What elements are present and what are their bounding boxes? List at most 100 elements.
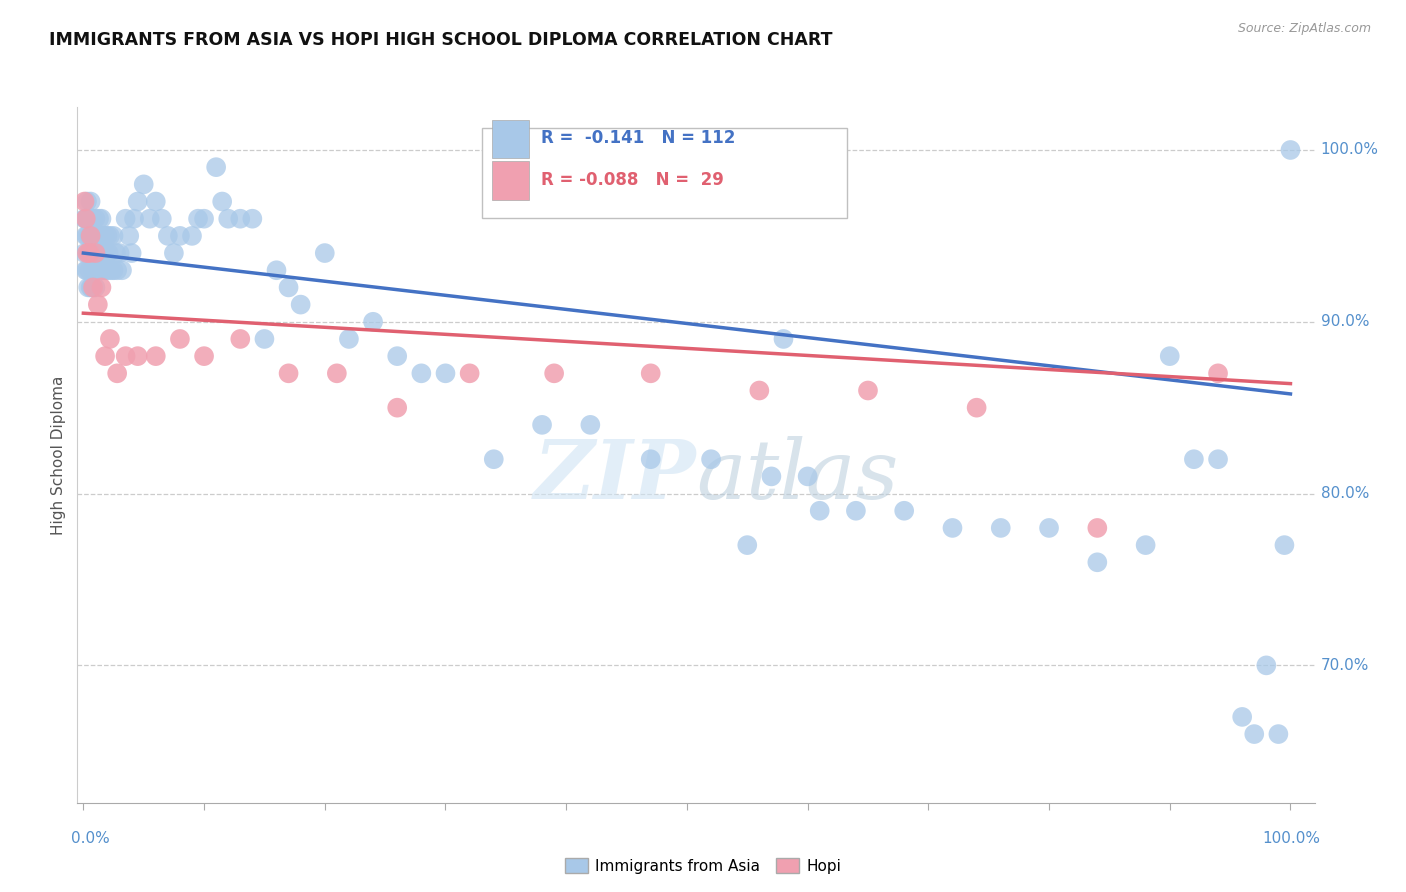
Point [105, 367, 128, 381]
Point [700, 452, 723, 467]
Text: 0.0%: 0.0% [72, 830, 110, 846]
Point [82, 228, 104, 243]
Point [77, 211, 100, 226]
Point [96, 228, 118, 243]
Point [458, 367, 481, 381]
Point [640, 452, 662, 467]
Point [139, 211, 162, 226]
Point [1085, 521, 1108, 535]
Point [79, 263, 101, 277]
Point [84, 280, 107, 294]
Point [387, 349, 409, 363]
Point [75, 211, 97, 226]
Point [482, 452, 505, 467]
Point [1267, 727, 1289, 741]
Text: 100.0%: 100.0% [1263, 830, 1320, 846]
Point [82, 211, 104, 226]
Point [114, 349, 136, 363]
Point [156, 228, 179, 243]
Point [118, 228, 141, 243]
Point [169, 228, 191, 243]
Point [1279, 143, 1302, 157]
Point [845, 504, 868, 518]
Point [79, 194, 101, 209]
Point [73, 246, 96, 260]
Point [103, 263, 125, 277]
Point [79, 246, 101, 260]
Point [91, 263, 114, 277]
Point [87, 246, 110, 260]
Point [990, 521, 1012, 535]
Point [96, 263, 118, 277]
Point [75, 263, 97, 277]
Point [98, 228, 121, 243]
Point [169, 332, 191, 346]
Point [772, 332, 794, 346]
Point [326, 367, 349, 381]
Point [94, 349, 117, 363]
Point [193, 349, 215, 363]
Point [103, 228, 125, 243]
Point [132, 178, 155, 192]
Point [121, 246, 143, 260]
Point [1135, 538, 1157, 552]
Point [89, 263, 111, 277]
Point [73, 211, 96, 226]
Y-axis label: High School Diploma: High School Diploma [51, 376, 66, 534]
Point [76, 194, 98, 209]
Point [748, 384, 770, 398]
Point [77, 280, 100, 294]
Text: ZIP: ZIP [533, 436, 696, 516]
Point [76, 228, 98, 243]
Point [1230, 710, 1253, 724]
Point [90, 246, 112, 260]
Point [808, 504, 831, 518]
Point [79, 228, 101, 243]
Point [1085, 555, 1108, 569]
Text: 80.0%: 80.0% [1320, 486, 1369, 501]
Bar [492, 161, 529, 200]
Point [314, 246, 336, 260]
Point [1206, 452, 1229, 467]
Point [277, 367, 299, 381]
Point [94, 228, 117, 243]
Point [87, 211, 110, 226]
Point [111, 263, 134, 277]
Point [531, 417, 554, 432]
Point [104, 246, 127, 260]
Text: 70.0%: 70.0% [1320, 658, 1369, 673]
Point [856, 384, 879, 398]
Point [640, 367, 662, 381]
Point [76, 263, 98, 277]
Point [87, 297, 110, 311]
Point [73, 194, 96, 209]
Point [941, 521, 963, 535]
Point [893, 504, 915, 518]
Point [145, 349, 167, 363]
Point [86, 228, 108, 243]
Point [193, 211, 215, 226]
Point [145, 194, 167, 209]
Point [82, 280, 104, 294]
Point [82, 263, 104, 277]
Point [75, 211, 97, 226]
Point [434, 367, 457, 381]
Legend: Immigrants from Asia, Hopi: Immigrants from Asia, Hopi [558, 852, 848, 880]
Point [80, 211, 103, 226]
Text: atlas: atlas [696, 436, 898, 516]
Point [93, 246, 115, 260]
Point [150, 211, 173, 226]
Point [966, 401, 988, 415]
Point [229, 211, 252, 226]
Text: IMMIGRANTS FROM ASIA VS HOPI HIGH SCHOOL DIPLOMA CORRELATION CHART: IMMIGRANTS FROM ASIA VS HOPI HIGH SCHOOL… [49, 31, 832, 49]
Point [98, 332, 121, 346]
Point [114, 211, 136, 226]
Point [87, 228, 110, 243]
Point [187, 211, 209, 226]
Point [1256, 658, 1278, 673]
Bar [492, 120, 529, 158]
Point [79, 228, 101, 243]
Point [75, 228, 97, 243]
Point [163, 246, 186, 260]
Point [796, 469, 818, 483]
